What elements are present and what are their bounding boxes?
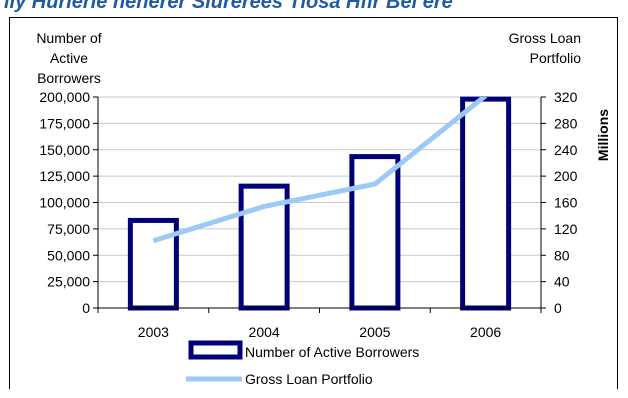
right-axis-title-line: Portfolio [530,50,582,66]
legend: Number of Active Borrowers Gross Loan Por… [186,340,419,387]
clipped-header-text: ily Hurlerie nenerer Siurerees Tiosa Hfi… [4,0,453,13]
chart-frame [9,17,618,389]
left-tick-label: 150,000 [39,142,90,158]
left-tick-label: 200,000 [39,89,90,105]
right-axis-unit-label: Millions [595,109,611,161]
left-axis-title-line: Number of [36,30,101,46]
right-tick-label: 200 [554,168,578,184]
line-series [152,97,488,244]
right-tick-label: 240 [554,142,578,158]
left-axis-title-line: Borrowers [37,70,101,86]
line-gross-loan-portfolio [152,97,488,244]
legend-label-bars: Number of Active Borrowers [245,344,419,360]
bar-2005 [349,154,401,311]
left-tick-label: 50,000 [47,247,90,263]
left-tick-label: 0 [82,300,90,316]
x-tick-label-2006: 2006 [470,324,501,340]
legend-label-line: Gross Loan Portfolio [245,371,373,387]
right-tick-label: 160 [554,195,578,211]
bar-2006 [460,96,512,311]
x-tick-label-2004: 2004 [249,324,280,340]
x-tick-label-2003: 2003 [138,324,169,340]
bar-series [127,96,512,311]
left-tick-label: 25,000 [47,274,90,290]
right-tick-label: 40 [554,274,570,290]
left-tick-label: 175,000 [39,115,90,131]
legend-swatch-bars [188,340,243,360]
right-tick-label: 0 [554,300,562,316]
left-axis-title-line: Active [50,50,88,66]
clipped-header: ily Hurlerie nenerer Siurerees Tiosa Hfi… [0,0,628,22]
right-tick-label: 280 [554,115,578,131]
left-tick-label: 75,000 [47,221,90,237]
axes [93,96,546,313]
left-tick-label: 125,000 [39,168,90,184]
left-tick-label: 100,000 [39,195,90,211]
right-tick-label: 120 [554,221,578,237]
right-axis-title-line: Gross Loan [509,30,581,46]
right-tick-label: 80 [554,247,570,263]
right-tick-label: 320 [554,89,578,105]
x-tick-label-2005: 2005 [359,324,390,340]
axis-labels: 0 25,000 50,000 75,000 100,000 125,000 150,000… [36,30,611,340]
